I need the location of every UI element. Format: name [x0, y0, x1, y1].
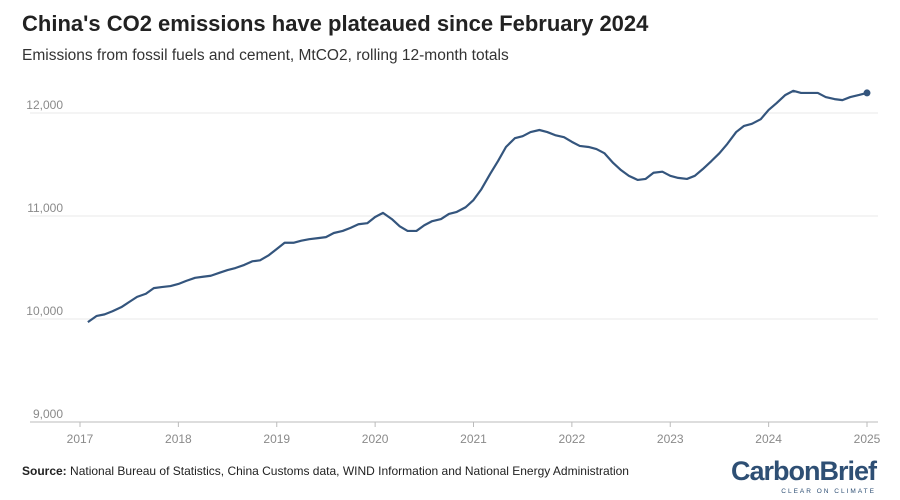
logo: CarbonBrief [731, 456, 878, 486]
y-tick-label: 11,000 [27, 201, 63, 215]
y-tick-label: 12,000 [26, 98, 63, 112]
x-tick-label: 2019 [263, 432, 290, 446]
x-tick-label: 2020 [362, 432, 389, 446]
source-label: Source: [22, 464, 67, 478]
x-tick-label: 2024 [755, 432, 782, 446]
line [87, 89, 868, 323]
x-tick-label: 2023 [657, 432, 684, 446]
y-tick-label: 9,000 [33, 407, 63, 421]
x-tick-label: 2025 [854, 432, 881, 446]
chart-title: China's CO2 emissions have plateaued sin… [22, 11, 649, 36]
x-tick-label: 2022 [559, 432, 586, 446]
x-tick-label: 2018 [165, 432, 192, 446]
source-text: National Bureau of Statistics, China Cus… [70, 464, 629, 478]
plot-area: 9,000 10,000 11,000 12,000 2017 2018 2019 2020 2… [26, 89, 881, 446]
x-tick-label: 2021 [460, 432, 487, 446]
source: Source: National Bureau of Statistics, C… [22, 464, 629, 478]
logo-tagline: CLEAR ON CLIMATE [781, 488, 876, 495]
chart-subtitle: Emissions from fossil fuels and cement, … [22, 47, 509, 64]
end-point [863, 89, 871, 97]
y-tick-label: 10,000 [26, 304, 63, 318]
x-tick-label: 2017 [67, 432, 94, 446]
